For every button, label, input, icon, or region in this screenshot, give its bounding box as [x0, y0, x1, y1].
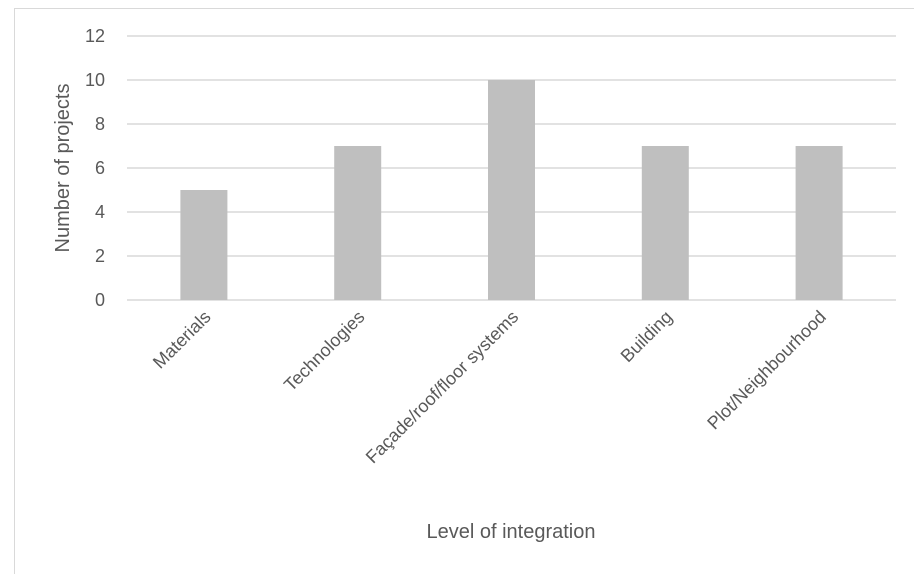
y-axis-title: Number of projects	[52, 84, 74, 253]
bar-3	[641, 146, 689, 300]
x-tick-label: Building	[617, 307, 676, 366]
y-tick-label: 4	[95, 202, 105, 222]
x-tick-label: Materials	[149, 307, 215, 373]
x-tick-label: Façade/roof/floor systems	[362, 307, 523, 468]
y-tick-label: 6	[95, 158, 105, 178]
y-axis-ticks: 0 2 4 6 8 10 12	[85, 26, 105, 310]
y-tick-label: 0	[95, 290, 105, 310]
y-tick-label: 8	[95, 114, 105, 134]
bar-1	[334, 146, 382, 300]
bar-0	[180, 190, 228, 300]
bar-2	[488, 80, 535, 300]
bars	[180, 80, 843, 300]
y-tick-label: 12	[85, 26, 105, 46]
x-axis-title: Level of integration	[426, 521, 595, 543]
x-tick-label: Technologies	[280, 307, 368, 395]
y-tick-label: 2	[95, 246, 105, 266]
bar-4	[795, 146, 843, 300]
chart-frame	[14, 8, 914, 574]
x-tick-label: Plot/Neighbourhood	[703, 307, 830, 434]
y-tick-label: 10	[85, 70, 105, 90]
